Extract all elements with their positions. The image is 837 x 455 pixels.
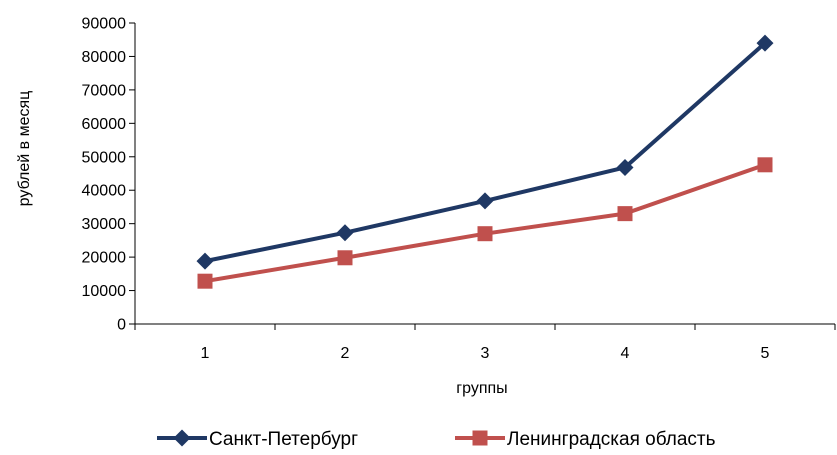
y-tick-label: 60000 (82, 116, 127, 133)
y-tick-label: 70000 (82, 82, 127, 99)
y-tick-label: 10000 (82, 283, 127, 300)
y-tick-label: 30000 (82, 216, 127, 233)
y-tick-label: 40000 (82, 183, 127, 200)
legend-item-1: Санкт-Петербург (157, 429, 358, 450)
y-tick-label: 0 (117, 317, 126, 334)
data-point-marker (616, 158, 634, 176)
x-axis-ticks: 1 2 3 4 5 (134, 324, 836, 362)
y-tick-label: 80000 (82, 49, 127, 66)
y-tick-label: 90000 (82, 16, 127, 33)
data-point-marker (197, 273, 213, 289)
data-point-marker (196, 252, 214, 270)
legend-marker (472, 430, 488, 446)
series-1 (196, 34, 774, 270)
data-point-marker (477, 226, 493, 242)
legend-label: Ленинградская область (507, 429, 716, 450)
data-point-marker (756, 34, 774, 52)
legend-item-2: Ленинградская область (455, 429, 716, 450)
data-point-marker (337, 250, 353, 266)
data-point-marker (617, 206, 633, 222)
x-tick-label: 5 (761, 345, 770, 362)
y-axis-ticks: 0 10000 20000 30000 40000 50000 60000 70000 8000… (82, 16, 135, 334)
x-tick-label: 4 (621, 345, 630, 362)
x-tick-label: 3 (481, 345, 490, 362)
data-point-marker (336, 224, 354, 242)
y-axis-title: рублей в месяц (16, 91, 33, 207)
legend: Санкт-Петербург Ленинградская область (157, 429, 716, 450)
x-axis-title: группы (456, 380, 507, 397)
y-tick-label: 20000 (82, 250, 127, 267)
legend-marker (173, 429, 191, 447)
chart-axes (134, 23, 835, 325)
x-tick-label: 1 (201, 345, 210, 362)
data-point-marker (757, 157, 773, 173)
legend-label: Санкт-Петербург (209, 429, 358, 450)
x-tick-label: 2 (341, 345, 350, 362)
data-point-marker (476, 192, 494, 210)
series-2 (197, 157, 773, 289)
series-line (204, 162, 766, 284)
series-layer (196, 34, 774, 289)
y-tick-label: 50000 (82, 149, 127, 166)
